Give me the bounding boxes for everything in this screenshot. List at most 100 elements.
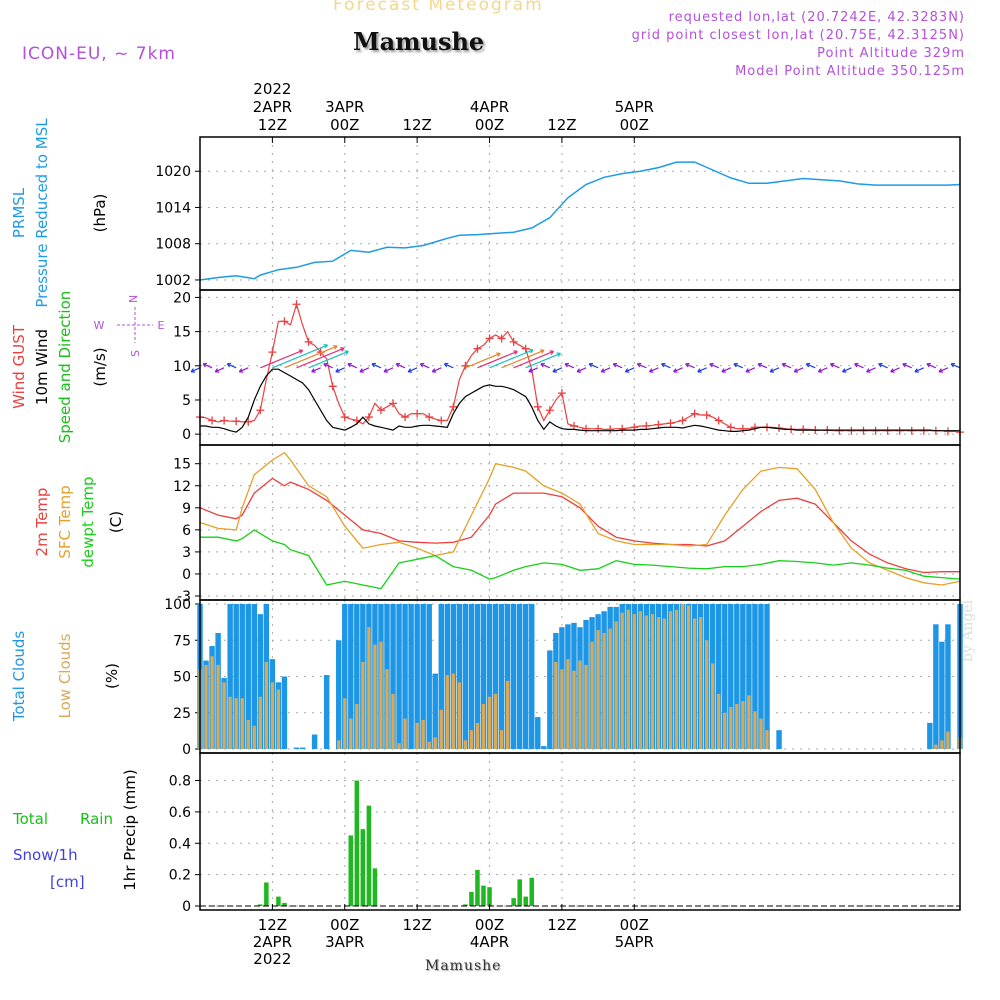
total-cloud-bar [342,604,348,749]
rain-bar [511,898,516,906]
wind-direction-arrow [745,367,756,373]
rain-bar [469,891,474,906]
panel-frame [199,136,961,291]
y-tick-label: 75 [173,633,191,649]
total-cloud-bar [776,730,782,749]
wind-direction-arrow [781,362,792,369]
wind-direction-arrow [419,362,430,369]
wind-direction-arrow [938,367,949,373]
forecast-title: Forecast Meteogram [333,0,544,15]
gust-marker [376,406,385,415]
low-cloud-bar [270,682,275,749]
gust-marker [582,424,591,433]
wind-direction-arrow [296,347,345,369]
low-cloud-bar [367,627,371,749]
wind-direction-arrow [190,367,201,373]
wind-direction-arrow [721,367,732,373]
total-cloud-bar [752,604,758,749]
cloud-unit-label: (%) [103,663,121,689]
y-tick-label: 0 [182,899,191,915]
low-cloud-bar [717,693,721,749]
wind-direction-arrow [636,362,647,369]
low-cloud-bar [469,730,474,749]
gust-marker [726,423,735,432]
wind-direction-arrow [709,362,719,369]
wind-direction-arrow [588,362,599,369]
top-time-label: 2APR [253,98,292,116]
wind-direction-arrow [260,349,304,369]
wind-direction-arrow [902,362,912,369]
y-tick-label: 1020 [155,164,191,180]
y-tick-label: 15 [173,457,191,473]
low-cloud-bar [361,662,365,749]
wind-direction-arrow [817,367,828,373]
rain-bar [282,902,287,906]
low-cloud-bar [228,696,232,749]
wind-direction-arrow [769,367,780,373]
model-altitude: Model Point Altitude 350.125m [735,64,965,79]
temp-2m-label: 2m Temp [33,488,51,557]
total-cloud-bar [480,604,487,749]
total-cloud-bar [486,604,493,749]
low-cloud-bar [349,718,353,749]
rain-bar [276,896,281,906]
gust-marker [473,344,482,353]
wind-direction-arrow [431,367,442,373]
gust-marker [461,361,470,370]
dewpt-temp-label: dewpt Temp [79,476,97,567]
low-cloud-bar [463,740,468,749]
compass-north-label: N [127,295,140,303]
wind-10m-label: 10m Wind [33,329,51,405]
wind-direction-arrow [335,367,346,373]
precip-unit-label: 1hr Precip (mm) [121,769,139,890]
panel-frame [199,444,961,601]
total-cloud-bar [541,746,547,749]
gust-marker [208,416,217,425]
gust-marker [364,413,373,422]
y-tick-label: 20 [173,290,191,306]
gust-marker [557,389,566,398]
total-cloud-bar [529,604,535,749]
wind-direction-arrow [383,367,394,373]
low-cloud-bar [668,611,673,749]
y-tick-label: 100 [164,597,191,613]
compass-rose [117,307,153,343]
gust-marker [437,416,446,425]
y-tick-label: 9 [182,501,191,517]
gust-marker [738,424,747,433]
low-cloud-bar [373,644,377,749]
low-cloud-bar [759,718,763,749]
rain-bar [264,882,269,906]
low-cloud-bar [753,711,757,749]
wind-direction-arrow [525,352,562,369]
gust-marker [907,426,916,435]
gust-marker [594,424,603,433]
low-cloud-bar [385,669,389,749]
gust-marker [847,426,856,435]
low-cloud-bar [445,675,449,749]
low-cloud-bar [584,664,588,749]
wind-direction-arrow [793,367,804,373]
rain-bar [348,835,354,906]
wind-direction-arrow [829,362,840,369]
wind-gust-label: Wind GUST [10,324,28,409]
low-cloud-bar [487,696,492,749]
gust-marker [304,337,313,346]
bottom-time-label: 00Z [620,916,649,934]
total-cloud-bar [939,641,945,749]
rain-bar [372,868,378,906]
gust-marker [654,420,663,429]
low-cloud-bar [234,698,238,749]
gust-marker [280,317,289,326]
low-cloud-bar [499,730,504,749]
location-title: Mamushe [353,27,485,56]
low-cloud-bar [264,662,268,749]
wind-direction-arrow [552,367,563,373]
total-cloud-bar [239,604,245,749]
rain-label-total: Total [13,810,49,828]
wind-direction-arrow [697,367,707,373]
gust-marker [883,426,892,435]
total-cloud-bar [758,604,764,749]
low-cloud-bar [355,704,359,749]
top-time-label: 5APR [615,98,654,116]
